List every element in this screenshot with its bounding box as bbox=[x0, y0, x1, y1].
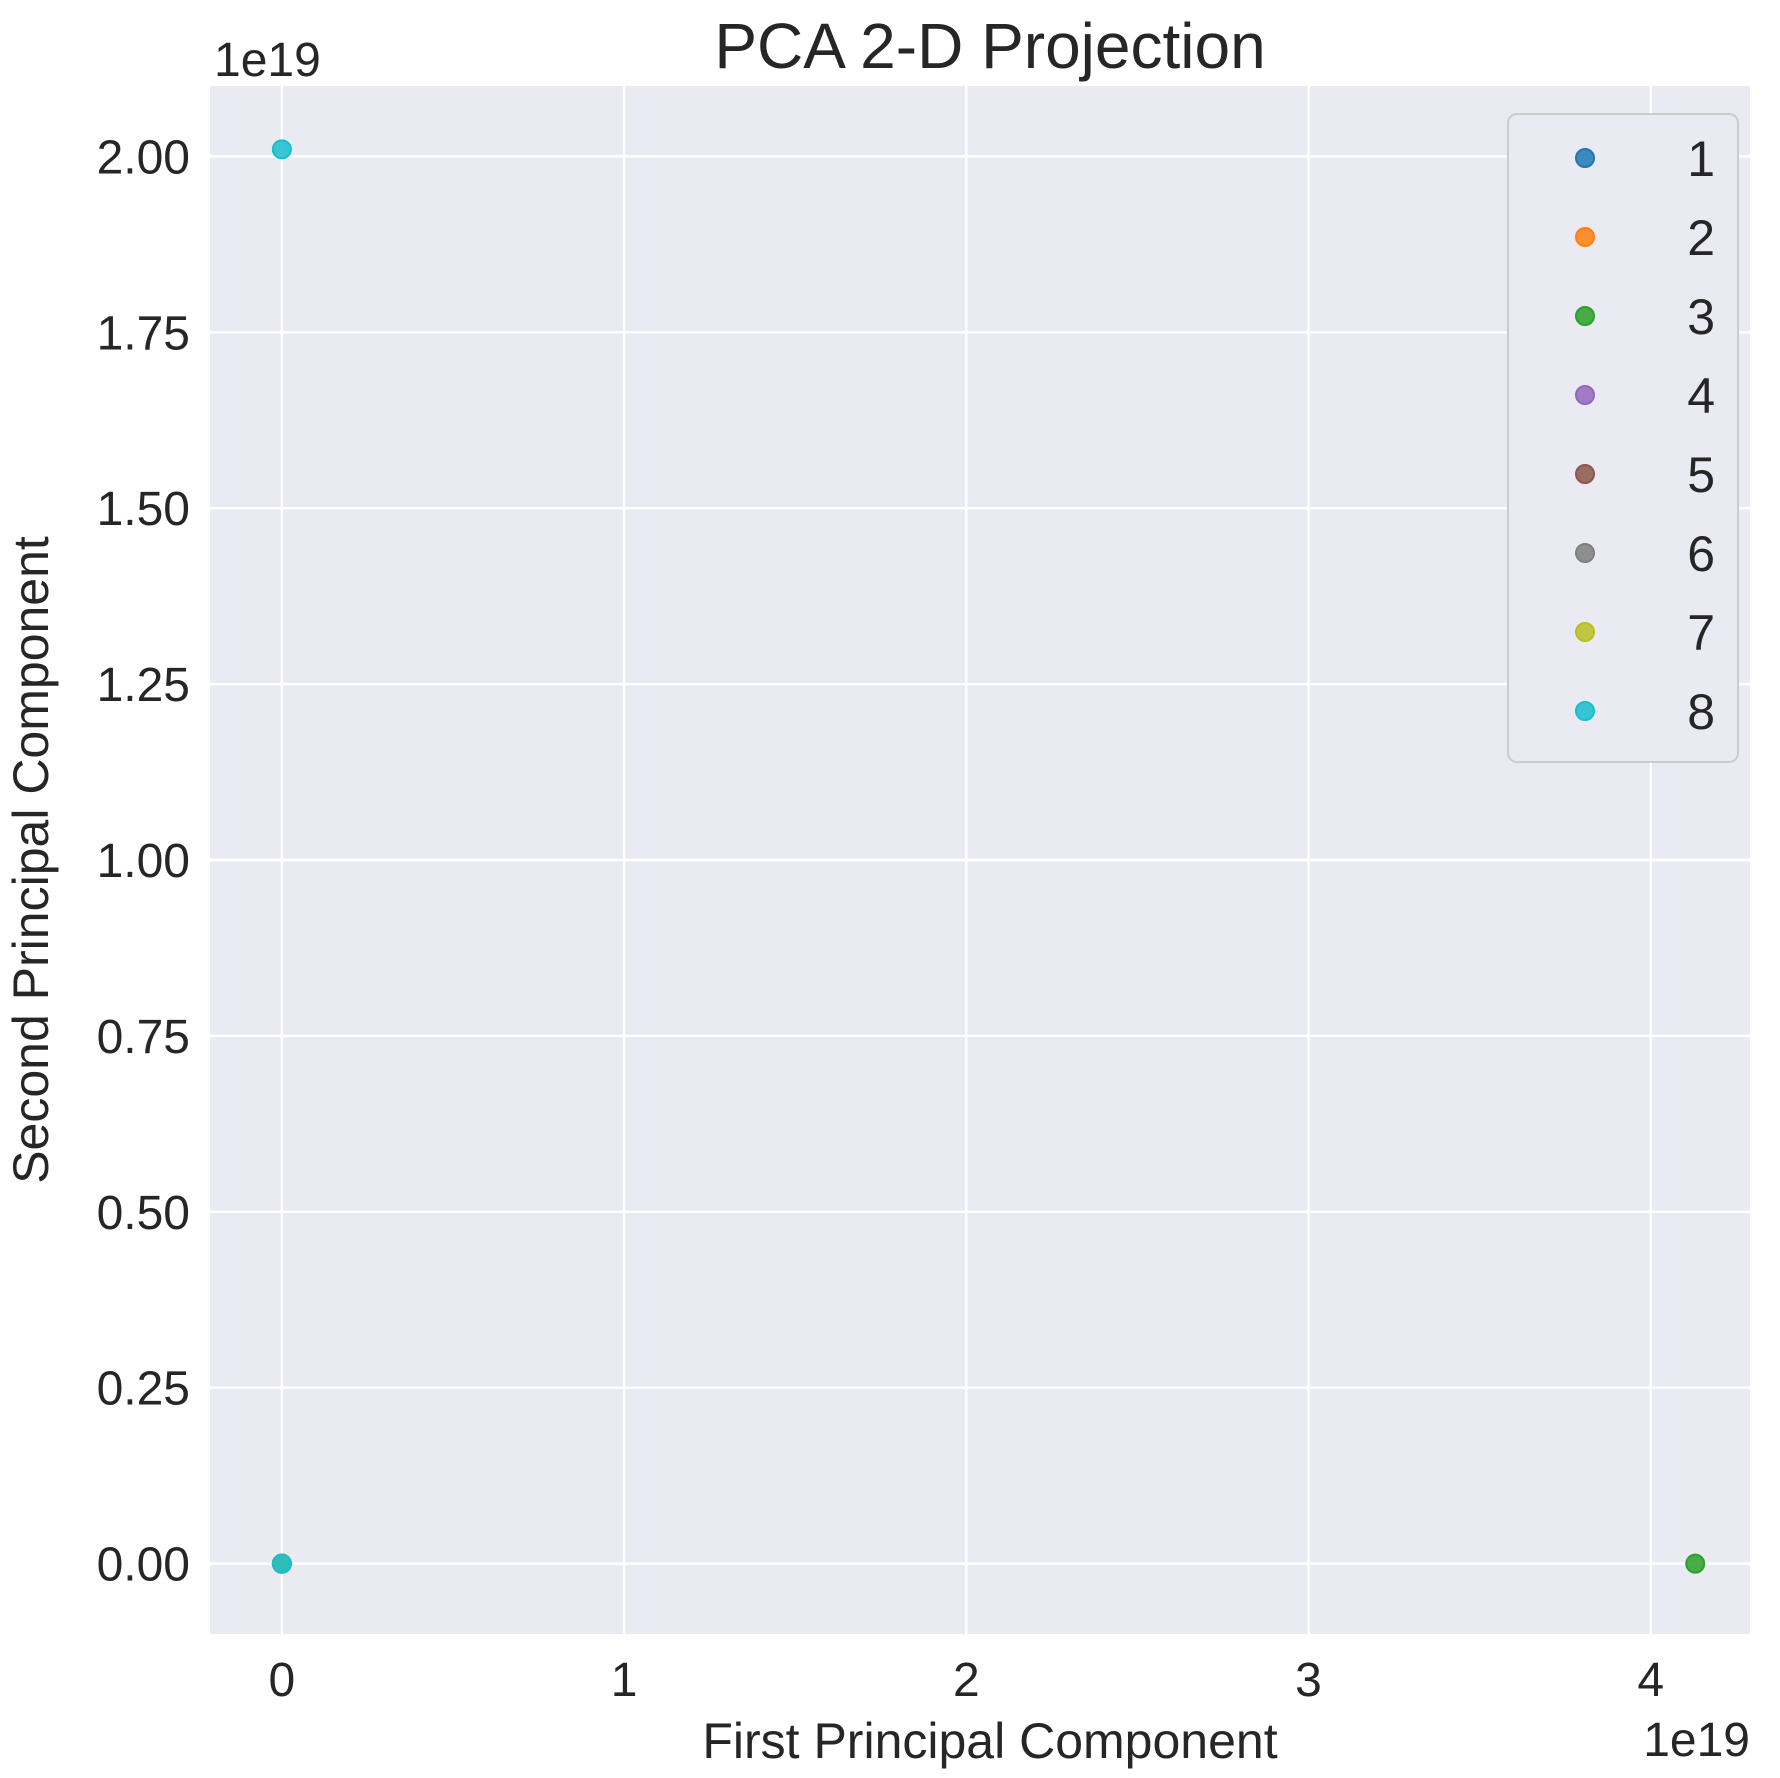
legend-label: 4 bbox=[1687, 368, 1715, 424]
x-tick-label: 3 bbox=[1295, 1654, 1322, 1707]
legend: 1 2 3 4 5 6 7 8 bbox=[1507, 113, 1739, 763]
data-points bbox=[271, 139, 1706, 1574]
legend-marker bbox=[1575, 622, 1595, 642]
grid-lines bbox=[210, 86, 1750, 1634]
y-tick-label: 0.25 bbox=[97, 1363, 190, 1416]
legend-label: 5 bbox=[1687, 447, 1715, 503]
legend-label: 7 bbox=[1687, 605, 1715, 661]
legend-marker bbox=[1575, 543, 1595, 563]
y-tick-label: 0.00 bbox=[97, 1539, 190, 1592]
y-tick-label: 0.75 bbox=[97, 1011, 190, 1064]
data-point-series-3 bbox=[1685, 1553, 1706, 1574]
y-tick-label: 1.75 bbox=[97, 307, 190, 360]
x-tick-label: 0 bbox=[269, 1654, 296, 1707]
x-tick-label: 4 bbox=[1637, 1654, 1664, 1707]
data-point-series-8 bbox=[271, 139, 292, 160]
x-tick-label: 2 bbox=[953, 1654, 980, 1707]
chart-title: PCA 2-D Projection bbox=[714, 10, 1265, 82]
data-point-series-8 bbox=[271, 1553, 292, 1574]
y-axis-label: Second Principal Component bbox=[3, 536, 59, 1184]
y-tick-label: 1.50 bbox=[97, 483, 190, 536]
x-tick-label: 1 bbox=[611, 1654, 638, 1707]
legend-marker bbox=[1575, 385, 1595, 405]
legend-label: 3 bbox=[1687, 289, 1715, 345]
legend-marker bbox=[1575, 227, 1595, 247]
x-axis-label: First Principal Component bbox=[702, 1713, 1277, 1769]
y-tick-label: 2.00 bbox=[97, 131, 190, 184]
y-offset-label: 1e19 bbox=[214, 34, 321, 87]
legend-marker bbox=[1575, 148, 1595, 168]
legend-label: 6 bbox=[1687, 526, 1715, 582]
y-tick-label: 1.00 bbox=[97, 835, 190, 888]
legend-marker bbox=[1575, 464, 1595, 484]
y-tick-label: 0.50 bbox=[97, 1187, 190, 1240]
legend-marker bbox=[1575, 306, 1595, 326]
legend-label: 8 bbox=[1687, 684, 1715, 740]
legend-label: 1 bbox=[1687, 131, 1715, 187]
legend-label: 2 bbox=[1687, 210, 1715, 266]
tick-labels: 0 1 2 3 4 0.00 0.25 0.50 0.75 1.00 1.25 1.50 1.75 2.0… bbox=[97, 131, 1665, 1707]
legend-marker bbox=[1575, 701, 1595, 721]
x-offset-label: 1e19 bbox=[1643, 1714, 1750, 1767]
y-tick-label: 1.25 bbox=[97, 659, 190, 712]
legend-box bbox=[1507, 113, 1739, 763]
